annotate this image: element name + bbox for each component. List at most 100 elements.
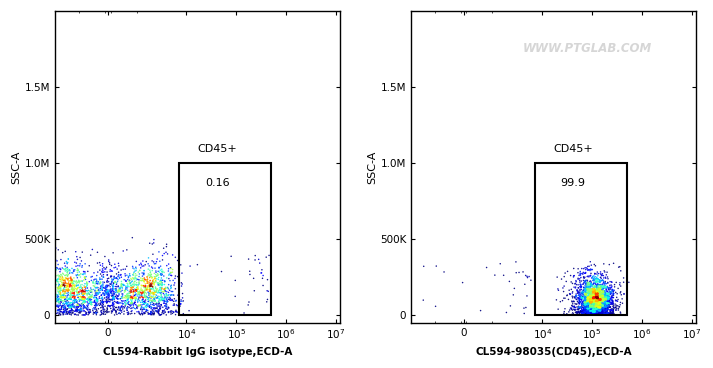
Point [602,304,614,309]
Point [152,290,163,296]
Point [101,297,112,302]
Point [57,301,68,307]
Point [78,283,90,289]
Point [79,274,91,280]
Point [617,300,628,306]
Point [599,296,610,301]
Point [575,270,587,276]
Point [122,291,133,297]
Point [76,288,87,294]
Point [602,305,613,311]
Point [600,292,611,298]
Point [143,295,155,301]
Point [57,293,68,298]
Point [55,285,66,291]
Point [128,284,139,290]
Point [569,304,580,310]
Point [172,292,183,298]
Point [78,300,90,306]
Point [589,294,600,300]
Point [594,302,605,308]
Point [588,299,600,305]
Point [51,267,62,273]
Point [75,308,86,314]
Point [36,305,47,311]
Point [594,286,605,291]
Point [77,294,88,300]
Point [105,267,116,273]
Point [590,304,601,310]
Point [575,292,587,298]
Point [150,289,162,294]
Point [602,299,614,305]
Point [593,305,604,311]
Point [590,298,601,304]
Point [63,272,74,277]
Point [76,264,88,270]
Point [51,291,62,297]
Point [607,298,618,304]
Point [596,307,607,312]
Point [155,280,166,286]
Point [51,284,63,290]
Point [577,288,588,294]
Point [599,305,610,311]
Point [594,294,605,300]
Point [588,287,600,293]
Point [589,286,600,292]
Point [615,300,626,305]
Point [595,271,607,277]
Point [587,307,598,313]
Point [579,302,590,308]
Point [588,297,599,303]
Point [579,297,590,303]
Point [159,282,170,287]
Point [64,309,76,315]
Point [584,301,595,307]
Point [575,289,587,295]
Point [153,289,165,295]
Point [592,293,603,299]
Point [177,281,188,287]
Point [103,257,114,263]
Point [125,273,136,279]
Point [593,307,604,313]
Point [98,290,109,296]
Point [584,305,595,311]
Point [163,272,175,278]
Point [63,256,74,262]
Point [588,296,600,301]
Point [165,283,176,289]
Point [64,282,76,287]
Point [577,295,588,301]
Point [575,285,587,291]
Point [596,302,607,308]
Point [112,289,123,295]
Point [581,292,593,298]
Point [107,284,118,290]
Point [593,307,604,312]
Point [581,292,593,298]
Point [615,289,627,295]
Point [113,283,124,289]
Point [577,296,588,301]
Point [43,289,55,295]
Point [597,291,608,297]
Point [66,292,77,298]
Point [597,309,608,315]
Point [586,297,597,302]
Point [115,272,126,278]
Point [35,304,46,309]
Point [122,298,133,304]
Point [47,296,58,301]
Point [584,302,595,308]
Point [596,309,607,315]
Point [593,300,604,306]
Point [602,293,613,299]
Point [148,295,160,301]
Point [133,274,145,280]
Point [576,307,588,313]
Point [573,289,585,295]
Point [596,293,607,299]
Point [595,308,606,314]
